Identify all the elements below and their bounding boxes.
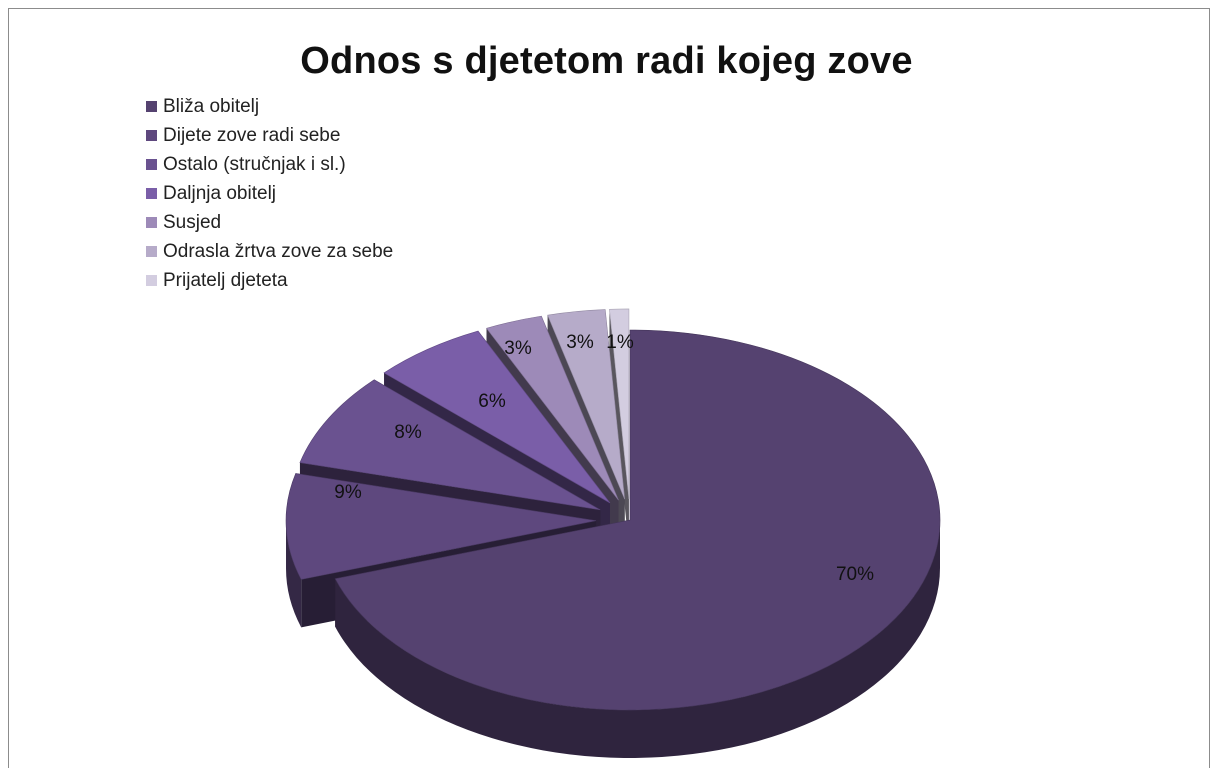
pie-slice bbox=[485, 315, 619, 501]
legend-item: Daljnja obitelj bbox=[146, 179, 393, 208]
legend-swatch bbox=[146, 275, 157, 286]
data-label: 8% bbox=[394, 422, 422, 443]
data-label: 9% bbox=[334, 482, 362, 503]
pie-slice bbox=[609, 308, 630, 499]
data-label: 1% bbox=[606, 332, 634, 353]
legend-label: Daljnja obitelj bbox=[163, 182, 277, 204]
pie-slice bbox=[547, 309, 625, 500]
legend-swatch bbox=[146, 217, 157, 228]
legend-swatch bbox=[146, 101, 157, 112]
chart-title: Odnos s djetetom radi kojeg zove bbox=[300, 40, 913, 82]
pie-slice bbox=[334, 329, 941, 711]
legend-item: Susjed bbox=[146, 208, 393, 237]
pie-slice bbox=[285, 473, 597, 580]
legend-label: Prijatelj djeteta bbox=[163, 269, 288, 291]
legend-label: Dijete zove radi sebe bbox=[163, 124, 341, 146]
data-label: 3% bbox=[566, 332, 594, 353]
legend-item: Prijatelj djeteta bbox=[146, 266, 393, 295]
legend-swatch bbox=[146, 159, 157, 170]
pie-slice-side bbox=[286, 520, 302, 628]
legend-item: Ostalo (stručnjak i sl.) bbox=[146, 150, 393, 179]
legend-label: Susjed bbox=[163, 211, 222, 233]
chart-legend: Bliža obitelj Dijete zove radi sebe Ostalo… bbox=[146, 92, 393, 295]
pie-slice bbox=[299, 379, 601, 511]
pie-slice-side bbox=[335, 520, 940, 759]
legend-label: Bliža obitelj bbox=[163, 95, 260, 117]
data-label: 3% bbox=[504, 338, 532, 359]
data-label: 70% bbox=[836, 564, 874, 585]
data-label: 6% bbox=[478, 391, 506, 412]
legend-swatch bbox=[146, 188, 157, 199]
pie-tops bbox=[285, 308, 941, 711]
legend-item: Dijete zove radi sebe bbox=[146, 121, 393, 150]
pie-slice bbox=[383, 330, 611, 504]
pie-slice-wall bbox=[609, 309, 629, 547]
legend-item: Bliža obitelj bbox=[146, 92, 393, 121]
legend-swatch bbox=[146, 246, 157, 257]
legend-item: Odrasla žrtva zove za sebe bbox=[146, 237, 393, 266]
legend-label: Ostalo (stručnjak i sl.) bbox=[163, 153, 346, 175]
legend-swatch bbox=[146, 130, 157, 141]
legend-label: Odrasla žrtva zove za sebe bbox=[163, 240, 394, 262]
